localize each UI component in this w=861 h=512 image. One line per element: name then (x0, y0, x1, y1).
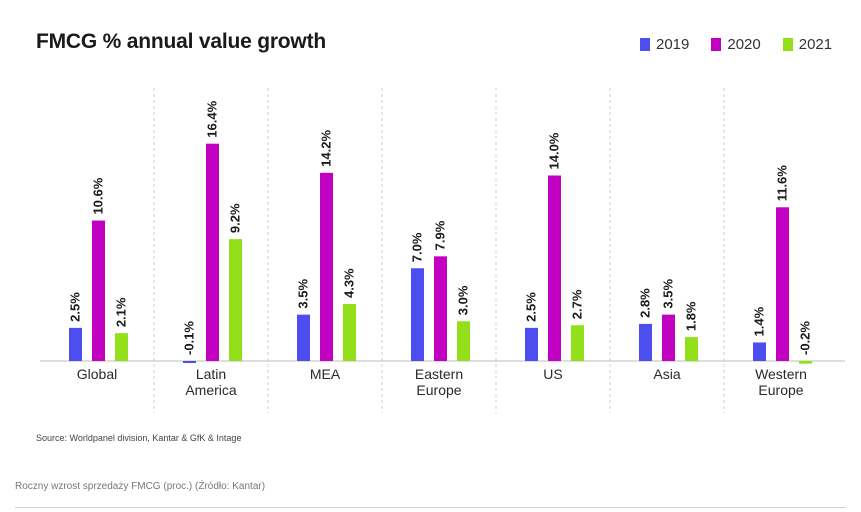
bar-global-2021 (115, 333, 128, 361)
bar-latin-america-2021 (229, 239, 242, 361)
bar-us-2019 (525, 327, 538, 361)
bar-mea-2020 (320, 172, 333, 361)
data-label-latin-america-2021: 9.2% (228, 203, 243, 233)
legend-label-2021: 2021 (798, 36, 833, 53)
category-label-western-europe: Western (755, 366, 807, 382)
bar-asia-2020 (662, 314, 675, 361)
data-label-western-europe-2019: 1.4% (752, 306, 767, 336)
data-label-mea-2019: 3.5% (296, 279, 311, 309)
data-label-asia-2021: 1.8% (684, 301, 699, 331)
category-label-eastern-europe: Eastern (415, 366, 463, 382)
bar-western-europe-2020 (776, 207, 789, 361)
bar-latin-america-2020 (206, 143, 219, 361)
legend-swatch-2021 (782, 38, 793, 51)
data-label-asia-2019: 2.8% (638, 288, 653, 318)
bar-latin-america-2019 (183, 361, 196, 363)
data-label-western-europe-2021: -0.2% (798, 321, 813, 355)
legend-item-2020: 2020 (711, 36, 761, 53)
category-label-mea: MEA (310, 366, 341, 382)
bar-us-2020 (548, 175, 561, 361)
bar-eastern-europe-2021 (457, 321, 470, 361)
bar-asia-2021 (685, 337, 698, 361)
source-note: Source: Worldpanel division, Kantar & Gf… (36, 433, 242, 443)
data-label-us-2021: 2.7% (570, 289, 585, 319)
bar-mea-2019 (297, 314, 310, 361)
bar-asia-2019 (639, 323, 652, 361)
bar-eastern-europe-2020 (434, 256, 447, 361)
legend-label-2020: 2020 (727, 36, 761, 53)
category-label-asia: Asia (653, 366, 680, 382)
legend-item-2019: 2019 (640, 36, 689, 53)
bottom-divider (15, 507, 846, 508)
data-label-us-2019: 2.5% (524, 292, 539, 322)
data-label-mea-2020: 14.2% (319, 130, 334, 167)
data-label-global-2021: 2.1% (114, 297, 129, 327)
category-label-latin-america: America (185, 382, 237, 398)
data-label-eastern-europe-2019: 7.0% (410, 232, 425, 262)
data-label-asia-2020: 3.5% (661, 279, 676, 309)
data-label-global-2020: 10.6% (91, 177, 106, 214)
bar-mea-2021 (343, 304, 356, 361)
bar-us-2021 (571, 325, 584, 361)
data-label-global-2019: 2.5% (68, 292, 83, 322)
legend-swatch-2019 (640, 38, 650, 51)
category-label-western-europe: Europe (758, 382, 803, 398)
bar-western-europe-2021 (799, 361, 812, 364)
legend-label-2019: 2019 (656, 36, 690, 53)
data-label-us-2020: 14.0% (547, 132, 562, 169)
category-label-eastern-europe: Europe (416, 382, 461, 398)
legend-swatch-2020 (711, 38, 722, 51)
category-label-us: US (543, 366, 562, 382)
data-label-eastern-europe-2021: 3.0% (456, 285, 471, 315)
data-label-western-europe-2020: 11.6% (775, 165, 790, 202)
bar-global-2019 (69, 327, 82, 361)
category-label-global: Global (77, 366, 117, 382)
image-caption: Roczny wzrost sprzedaży FMCG (proc.) (Źr… (15, 481, 266, 492)
legend-item-2021: 2021 (782, 36, 833, 53)
category-label-latin-america: Latin (196, 366, 226, 382)
chart-title: FMCG % annual value growth (36, 30, 326, 53)
bar-eastern-europe-2019 (411, 268, 424, 361)
bar-western-europe-2019 (753, 342, 766, 361)
bar-global-2020 (92, 220, 105, 361)
data-label-latin-america-2019: -0.1% (182, 321, 197, 355)
data-label-mea-2021: 4.3% (342, 268, 357, 298)
data-label-latin-america-2020: 16.4% (205, 100, 220, 137)
data-label-eastern-europe-2020: 7.9% (433, 220, 448, 250)
legend: 2019 2020 2021 (640, 36, 832, 53)
